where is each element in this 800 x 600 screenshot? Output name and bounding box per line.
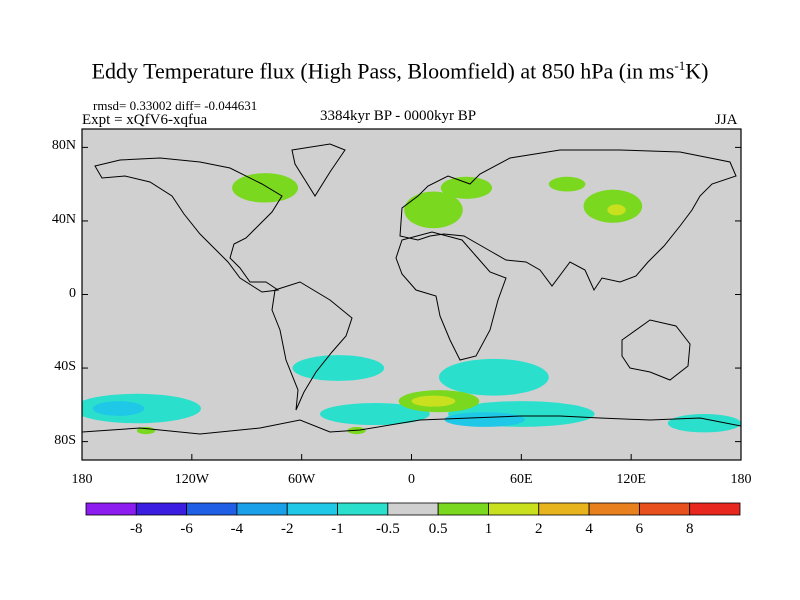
coastline-greenland [291, 143, 346, 197]
field-region-1 [404, 191, 463, 229]
field-region-6 [292, 355, 385, 381]
lat-label-2: 0 [69, 285, 76, 301]
lat-label-0: 80N [51, 138, 76, 154]
colorbar-label-10: 6 [635, 521, 644, 537]
period-label: 3384kyr BP - 0000kyr BP [320, 108, 477, 124]
lon-label-4: 60E [510, 472, 533, 487]
field-region-7 [438, 358, 549, 396]
colorbar-label-3: -2 [280, 521, 294, 537]
field-region-13 [444, 412, 525, 427]
field-region-5 [607, 204, 626, 216]
lon-label-2: 60W [288, 472, 316, 487]
colorbar-label-1: -6 [180, 521, 193, 537]
axis-ticks [81, 146, 742, 460]
colorbar-label-2: -4 [230, 521, 244, 537]
colorbar-swatch-9 [538, 502, 590, 516]
field-region-12 [92, 401, 145, 416]
lon-label-6: 180 [730, 472, 752, 487]
colorbar-label-7: 1 [484, 521, 493, 537]
field-region-4 [548, 176, 586, 192]
coastline-north-america [94, 157, 283, 293]
lat-label-1: 40N [51, 211, 76, 227]
title-end: K) [685, 58, 709, 84]
field-region-0 [232, 173, 299, 203]
lon-label-5: 120E [616, 472, 646, 487]
colorbar-swatch-8 [488, 502, 540, 516]
colorbar-label-8: 2 [535, 521, 543, 537]
lon-label-1: 120W [174, 472, 209, 487]
colorbar-swatch-10 [588, 502, 640, 516]
field-region-11 [667, 414, 741, 433]
colorbar-label-4: -1 [331, 521, 344, 537]
coastline-antarctica [82, 415, 741, 435]
title-superscript: -1 [674, 58, 686, 73]
coastline-australia [621, 319, 691, 381]
colorbar-swatch-6 [387, 502, 439, 516]
colorbar-swatch-1 [135, 502, 188, 516]
colorbar-swatch-0 [85, 502, 137, 516]
colorbar-swatch-7 [437, 502, 489, 516]
colorbar-swatch-3 [236, 502, 288, 516]
colorbar-label-11: 8 [685, 521, 694, 537]
colorbar-swatch-2 [186, 502, 238, 516]
coastline-eurasia [399, 149, 737, 292]
colorbar-swatch-11 [638, 502, 691, 516]
coastlines [82, 143, 741, 435]
experiment-label: Expt = xQfV6-xqfua [82, 112, 208, 128]
lat-label-3: 40S [54, 359, 76, 375]
field-region-15 [411, 395, 456, 407]
coastline-south-america [271, 281, 353, 411]
colorbar-label-5: -0.5 [375, 521, 400, 537]
colorbar-swatch-5 [337, 502, 389, 516]
lon-label-3: 0 [408, 472, 415, 487]
colorbar [85, 502, 741, 516]
colorbar-label-9: 4 [585, 521, 593, 537]
field-region-9 [319, 402, 430, 426]
colorbar-swatch-12 [689, 502, 741, 516]
lon-label-0: 180 [71, 472, 93, 487]
stats-label: rmsd= 0.33002 diff= -0.044631 [93, 98, 258, 113]
coastline-africa [395, 231, 507, 361]
field-regions [82, 173, 741, 435]
colorbar-swatch-4 [286, 502, 338, 516]
field-region-2 [440, 176, 493, 199]
season-label: JJA [715, 112, 738, 128]
map-title: Eddy Temperature flux (High Pass, Bloomf… [0, 58, 800, 84]
colorbar-label-6: 0.5 [428, 521, 448, 537]
colorbar-label-0: -8 [130, 521, 143, 537]
title-text: Eddy Temperature flux (High Pass, Bloomf… [91, 58, 675, 84]
lat-label-4: 80S [54, 432, 76, 448]
